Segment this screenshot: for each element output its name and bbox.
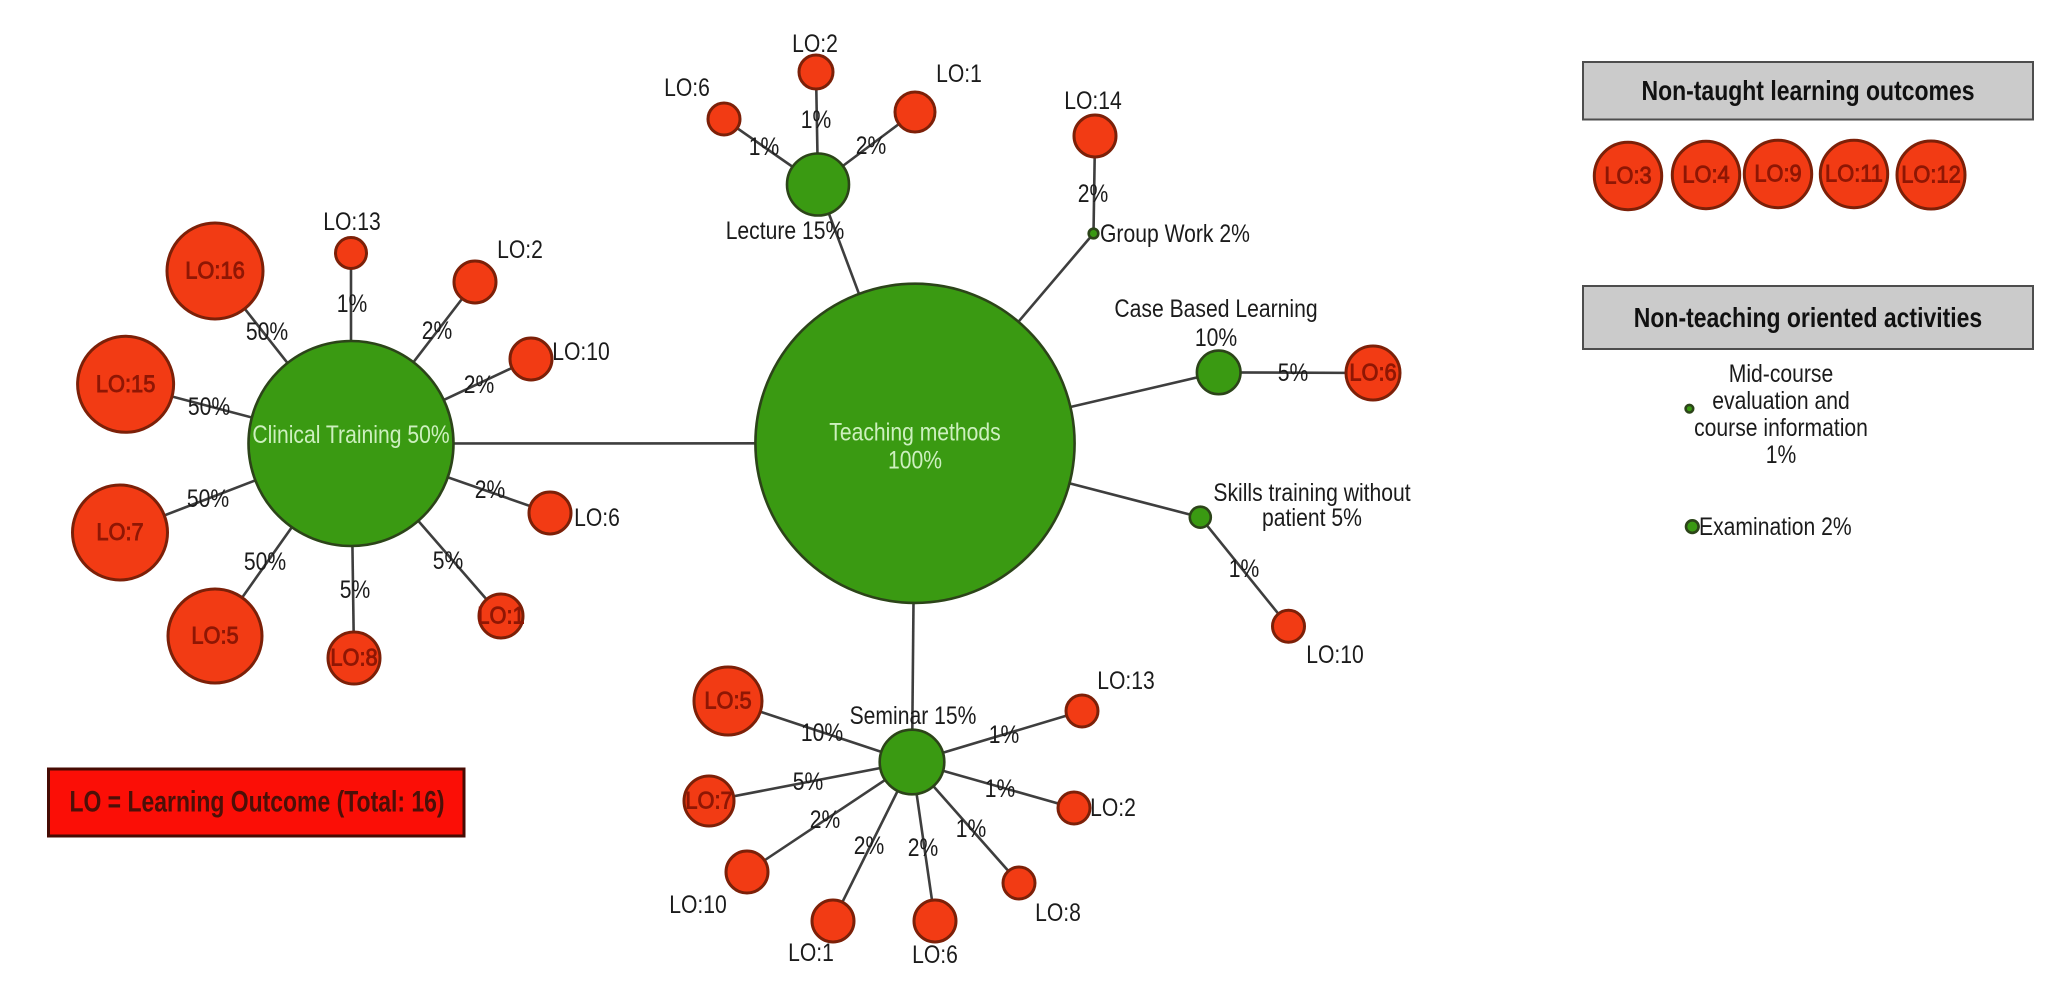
svg-text:5%: 5% [793, 768, 824, 796]
svg-text:1%: 1% [989, 721, 1020, 749]
svg-text:LO:7: LO:7 [685, 788, 732, 815]
svg-text:50%: 50% [188, 393, 230, 421]
svg-text:Non-teaching oriented activiti: Non-teaching oriented activities [1634, 302, 1982, 333]
svg-text:LO:6: LO:6 [574, 504, 620, 532]
svg-text:1%: 1% [749, 133, 780, 161]
svg-text:2%: 2% [475, 476, 506, 504]
svg-text:2%: 2% [854, 832, 885, 860]
svg-text:10%: 10% [801, 719, 843, 747]
svg-text:LO:6: LO:6 [912, 941, 958, 969]
svg-text:LO:2: LO:2 [497, 236, 543, 264]
svg-text:LO:12: LO:12 [1901, 162, 1961, 189]
svg-text:Lecture 15%: Lecture 15% [726, 217, 845, 245]
svg-text:LO:1: LO:1 [477, 603, 524, 630]
svg-text:1%: 1% [801, 106, 832, 134]
svg-text:2%: 2% [810, 806, 841, 834]
svg-text:LO = Learning Outcome (Total:: LO = Learning Outcome (Total: 16) [69, 786, 444, 819]
svg-text:course information: course information [1694, 414, 1868, 442]
svg-text:LO:15: LO:15 [96, 371, 156, 398]
svg-text:LO:13: LO:13 [323, 208, 381, 236]
svg-text:LO:8: LO:8 [330, 645, 377, 672]
svg-text:1%: 1% [1229, 555, 1260, 583]
svg-text:LO:16: LO:16 [185, 258, 245, 285]
svg-text:LO:1: LO:1 [788, 939, 834, 967]
svg-text:50%: 50% [246, 318, 288, 346]
svg-text:10%: 10% [1195, 324, 1237, 352]
svg-text:patient 5%: patient 5% [1262, 504, 1362, 532]
svg-text:Seminar 15%: Seminar 15% [850, 702, 977, 730]
svg-text:Case Based Learning: Case Based Learning [1114, 295, 1317, 323]
svg-text:1%: 1% [985, 775, 1016, 803]
svg-text:evaluation and: evaluation and [1712, 387, 1849, 415]
svg-text:1%: 1% [1766, 441, 1797, 469]
svg-text:Examination 2%: Examination 2% [1699, 513, 1852, 541]
svg-text:Group Work 2%: Group Work 2% [1100, 220, 1250, 248]
svg-text:LO:10: LO:10 [669, 891, 727, 919]
svg-text:2%: 2% [422, 317, 453, 345]
svg-text:50%: 50% [244, 548, 286, 576]
svg-text:5%: 5% [433, 547, 464, 575]
svg-text:LO:14: LO:14 [1064, 87, 1122, 115]
svg-text:Non-taught learning outcomes: Non-taught learning outcomes [1642, 75, 1975, 106]
svg-text:LO:5: LO:5 [191, 623, 238, 650]
svg-text:LO:1: LO:1 [936, 60, 982, 88]
svg-text:2%: 2% [1078, 180, 1109, 208]
svg-text:Teaching methods: Teaching methods [829, 419, 1001, 447]
svg-text:2%: 2% [856, 132, 887, 160]
svg-text:LO:13: LO:13 [1097, 667, 1155, 695]
svg-text:50%: 50% [187, 485, 229, 513]
svg-text:100%: 100% [888, 447, 942, 475]
svg-text:2%: 2% [908, 834, 939, 862]
svg-text:LO:11: LO:11 [1825, 161, 1883, 188]
svg-text:5%: 5% [340, 576, 371, 604]
svg-text:LO:6: LO:6 [1349, 360, 1396, 387]
svg-text:1%: 1% [337, 290, 368, 318]
svg-text:LO:7: LO:7 [96, 519, 143, 546]
svg-text:LO:3: LO:3 [1604, 163, 1651, 190]
svg-text:LO:10: LO:10 [552, 338, 610, 366]
svg-text:Mid-course: Mid-course [1729, 360, 1834, 388]
svg-text:LO:8: LO:8 [1035, 899, 1081, 927]
svg-text:1%: 1% [956, 815, 987, 843]
svg-text:LO:5: LO:5 [704, 688, 751, 715]
svg-text:2%: 2% [464, 371, 495, 399]
svg-text:LO:10: LO:10 [1306, 641, 1364, 669]
svg-text:Skills training without: Skills training without [1213, 479, 1410, 507]
svg-text:LO:6: LO:6 [664, 74, 710, 102]
svg-text:Clinical Training 50%: Clinical Training 50% [252, 421, 449, 449]
svg-text:LO:2: LO:2 [792, 30, 838, 58]
svg-text:LO:2: LO:2 [1090, 794, 1136, 822]
svg-text:LO:4: LO:4 [1682, 162, 1729, 189]
svg-text:5%: 5% [1278, 359, 1309, 387]
svg-text:LO:9: LO:9 [1754, 161, 1801, 188]
